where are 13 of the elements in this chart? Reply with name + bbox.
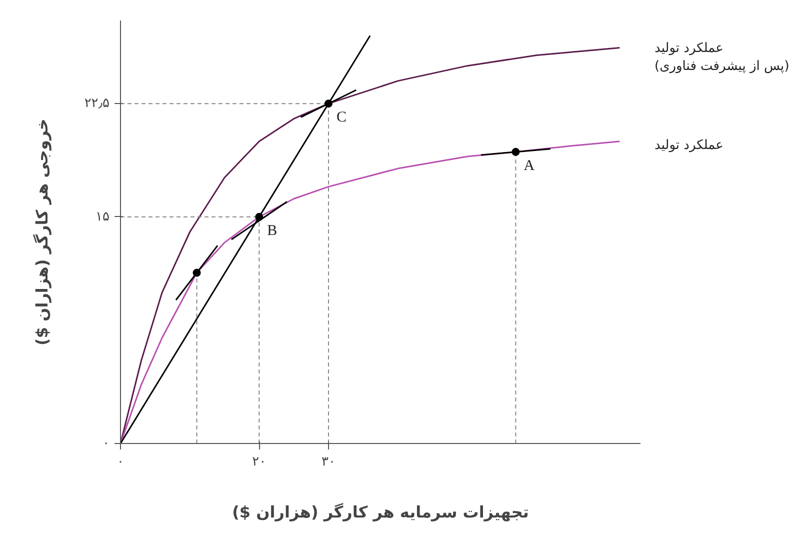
x-axis-title: تجهیزات سرمایه هر کارگر (هزاران $)	[232, 502, 529, 522]
text: عملکرد تولید (پس از پیشرفت فناوری)	[654, 41, 790, 74]
text: عملکرد تولید	[654, 138, 724, 153]
y-tick-label: ۲۲٫۵	[84, 96, 110, 112]
annotation: A	[524, 158, 535, 174]
y-axis-title: خروجی هر کارگر (هزاران $)	[32, 118, 52, 346]
y-tick-label: ۱۵	[96, 209, 110, 224]
x-tick-label: ۰	[117, 454, 124, 470]
y-tick-label: ۰	[102, 436, 110, 451]
x-tick-label: ۲۰	[252, 454, 266, 470]
annotation: B	[267, 222, 278, 239]
annotation: C	[336, 110, 347, 126]
x-tick-label: ۳۰	[322, 454, 336, 470]
